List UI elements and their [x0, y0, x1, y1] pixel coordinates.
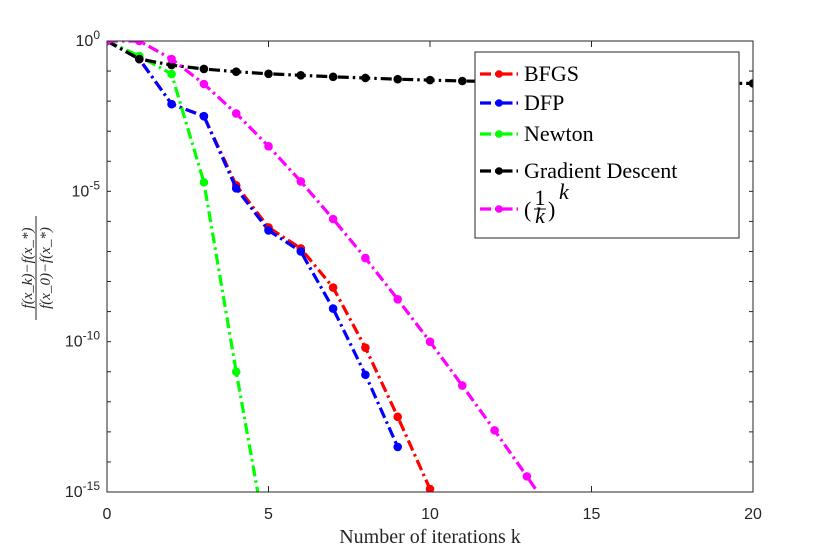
data-point-bfgs — [328, 283, 338, 292]
series-line-dfp — [107, 41, 400, 448]
data-point-1-k-k — [231, 109, 241, 118]
x-tick-label: 15 — [583, 506, 601, 523]
data-point-gradient-descent — [135, 54, 144, 64]
data-point-1-k-k — [296, 177, 306, 186]
x-tick-label: 0 — [103, 506, 112, 523]
data-point-newton — [167, 69, 176, 79]
legend-box — [474, 51, 740, 239]
data-point-dfp — [296, 247, 306, 256]
series-line-newton — [107, 41, 260, 492]
plot-frame — [106, 40, 754, 493]
data-point-bfgs — [425, 484, 435, 492]
x-tick-label: 5 — [264, 506, 273, 523]
legend-item-gradient-descent: Gradient Descent — [480, 158, 677, 183]
data-point-gradient-descent — [328, 72, 338, 82]
data-point-gradient-descent — [361, 73, 370, 83]
data-point-1-k-k — [490, 426, 499, 435]
y-tick-label: 100 — [76, 28, 101, 50]
legend-label: DFP — [524, 90, 564, 115]
data-point-gradient-descent — [748, 79, 753, 88]
y-tick-label: 10-15 — [65, 479, 100, 501]
data-point-gradient-descent — [231, 67, 241, 76]
x-axis-label-text: Number of iterations k — [339, 526, 521, 548]
y-axis-label-denominator: f(x_0)−f(x_*) — [38, 227, 54, 309]
data-point-dfp — [231, 184, 241, 193]
data-point-1-k-k — [393, 294, 403, 304]
data-point-dfp — [393, 442, 403, 452]
y-axis-label-numerator: f(x_k)−f(x_*) — [20, 228, 36, 309]
legend-swatch-marker — [495, 99, 503, 107]
data-point-newton — [231, 367, 241, 377]
x-axis-label: Number of iterations k — [339, 526, 521, 548]
data-point-1-k-k — [522, 472, 532, 481]
y-tick-label: 10-10 — [65, 329, 100, 351]
data-point-1-k-k — [167, 54, 176, 64]
legend-swatch-marker — [495, 167, 503, 175]
legend-item-dfp: DFP — [480, 90, 564, 115]
data-point-bfgs — [393, 412, 403, 422]
x-tick-label: 10 — [421, 506, 439, 523]
data-point-1-k-k — [555, 520, 563, 528]
series-line-1-k-k — [107, 41, 540, 492]
data-point-gradient-descent — [458, 76, 467, 86]
legend-label: Newton — [524, 121, 594, 146]
data-point-dfp — [361, 370, 370, 380]
data-point-dfp — [328, 304, 338, 313]
data-point-1-k-k — [361, 253, 370, 263]
legend-item-bfgs: BFGS — [480, 61, 579, 86]
data-point-gradient-descent — [296, 70, 306, 80]
data-point-1-k-k — [458, 381, 467, 390]
data-point-dfp — [264, 226, 273, 235]
data-point-1-k-k — [199, 79, 209, 89]
data-point-1-k-k — [264, 141, 273, 151]
y-tick-label: 10-5 — [72, 178, 101, 200]
legend-item-1-k-k: (1k)k — [480, 179, 570, 228]
legend-swatch-marker — [495, 70, 503, 78]
data-point-dfp — [167, 99, 176, 109]
series-1-k-k — [107, 41, 563, 528]
legend-swatch-marker — [495, 205, 503, 213]
legend-frac-den: k — [535, 203, 546, 228]
series-dfp — [107, 41, 403, 452]
data-point-bfgs — [361, 343, 370, 352]
x-tick-label: 20 — [744, 506, 762, 523]
data-point-dfp — [199, 111, 209, 121]
data-point-newton — [199, 178, 209, 187]
y-tick-labels: 100 10-5 10-10 10-15 — [65, 28, 100, 501]
data-point-1-k-k — [328, 214, 338, 224]
legend-swatch-marker — [495, 130, 503, 138]
legend-item-newton: Newton — [480, 121, 594, 146]
y-axis-label: f(x_k)−f(x_*) f(x_0)−f(x_*) — [20, 216, 54, 320]
data-point-gradient-descent — [425, 75, 435, 85]
legend-label: BFGS — [524, 61, 579, 86]
data-point-newton — [265, 548, 273, 554]
data-point-gradient-descent — [264, 69, 273, 79]
legend-paren-right: ) — [548, 197, 555, 222]
data-point-gradient-descent — [393, 74, 403, 84]
data-point-1-k-k — [425, 337, 435, 346]
legend-label: Gradient Descent — [524, 158, 677, 183]
legend-exponent: k — [559, 179, 570, 204]
data-point-gradient-descent — [199, 64, 209, 74]
x-tick-labels: 0 5 10 15 20 — [103, 506, 762, 523]
legend-frac-num: 1 — [535, 185, 546, 210]
legend-paren-left: ( — [524, 197, 531, 222]
